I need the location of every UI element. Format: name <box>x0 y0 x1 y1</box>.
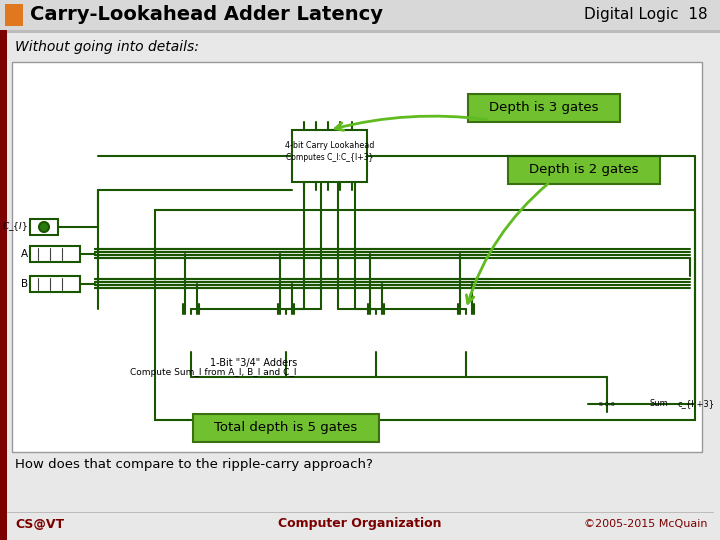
Text: Carry-Lookahead Adder Latency: Carry-Lookahead Adder Latency <box>30 5 383 24</box>
Text: 1-Bit "3/4" Adders: 1-Bit "3/4" Adders <box>210 358 297 368</box>
Bar <box>355 314 397 352</box>
Bar <box>292 130 367 182</box>
FancyBboxPatch shape <box>193 414 379 442</box>
Text: $C\_\{I\}$: $C\_\{I\}$ <box>2 221 28 233</box>
Text: Depth is 2 gates: Depth is 2 gates <box>529 164 639 177</box>
Bar <box>7 30 720 33</box>
Text: Total depth is 5 gates: Total depth is 5 gates <box>215 422 358 435</box>
Text: Without going into details:: Without going into details: <box>15 40 199 54</box>
Circle shape <box>39 222 49 232</box>
Text: 4-bit Carry Lookahead: 4-bit Carry Lookahead <box>285 141 374 151</box>
FancyBboxPatch shape <box>508 156 660 184</box>
Text: Computes C_I:C_{I+3}: Computes C_I:C_{I+3} <box>286 153 373 163</box>
Bar <box>170 314 212 352</box>
Bar <box>30 246 80 262</box>
Text: Compute Sum_I from A_I, B_I and C_I: Compute Sum_I from A_I, B_I and C_I <box>130 368 297 377</box>
Text: ©2005-2015 McQuain: ©2005-2015 McQuain <box>585 519 708 529</box>
Bar <box>445 314 487 352</box>
Bar <box>155 210 695 420</box>
Bar <box>588 396 626 412</box>
Text: How does that compare to the ripple-carry approach?: How does that compare to the ripple-carr… <box>15 458 373 471</box>
Bar <box>30 219 58 235</box>
Text: Computer Organization: Computer Organization <box>278 517 442 530</box>
Bar <box>12 62 702 452</box>
Text: Sum: Sum <box>650 400 669 408</box>
Bar <box>5 4 23 26</box>
Bar <box>0 30 7 540</box>
Text: Digital Logic  18: Digital Logic 18 <box>585 8 708 23</box>
Text: S 0:0: S 0:0 <box>599 402 615 407</box>
Text: Depth is 3 gates: Depth is 3 gates <box>490 102 599 114</box>
Bar <box>30 276 80 292</box>
Text: c_{I:+3}: c_{I:+3} <box>678 400 715 408</box>
Bar <box>265 314 307 352</box>
Bar <box>0 0 720 30</box>
Text: CS@VT: CS@VT <box>15 517 64 530</box>
Text: A: A <box>21 249 28 259</box>
Circle shape <box>631 397 645 411</box>
FancyBboxPatch shape <box>468 94 620 122</box>
Text: B: B <box>21 279 28 289</box>
